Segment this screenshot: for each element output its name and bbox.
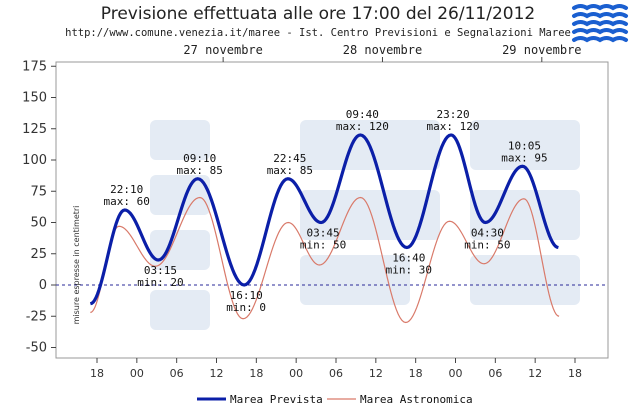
legend-label-marea-prevista: Marea Prevista [230,393,323,406]
annotation-value: max: 60 [104,195,150,208]
chart-axes: -50 -25 0 25 50 75 100 125 150 175 18 00 06 12 18 00 06 1… [22,43,608,380]
x-tick-label: 18 [249,367,263,380]
watermark-block [150,290,210,330]
y-tick-label: 25 [30,247,47,262]
y-tick-label: 0 [39,278,47,293]
y-tick-label: 175 [22,59,47,74]
annotation-value: min: 50 [464,239,510,252]
watermark-block [300,255,410,305]
waves-logo-icon [572,4,628,46]
y-tick-label: 150 [22,91,47,106]
annotation-time: 09:10 [183,152,216,165]
y-tick-label: 75 [30,184,47,199]
x-tick-label: 18 [409,367,423,380]
x-tick-label: 06 [488,367,502,380]
annotation-time: 03:15 [144,264,177,277]
watermark-block [470,120,580,170]
annotation-time: 03:45 [307,227,340,240]
x-tick-label: 00 [289,367,303,380]
annotation-value: min: 0 [226,301,266,314]
series-line-marea-astronomica [90,196,560,324]
annotation-value: min: 20 [137,276,183,289]
watermark-block [150,175,210,215]
annotation-value: min: 30 [386,264,432,277]
y-tick-label: 50 [30,216,47,231]
day-label: 28 novembre [343,43,422,57]
annotation-time: 10:05 [508,139,541,152]
annotation-time: 22:45 [273,152,306,165]
annotation-time: 09:40 [346,108,379,121]
day-label: 29 novembre [502,43,581,57]
x-tick-label: 12 [528,367,542,380]
watermark [150,120,580,330]
x-tick-label: 12 [210,367,224,380]
legend-label-marea-astronomica: Marea Astronomica [360,393,473,406]
chart-series [89,133,560,324]
annotation-time: 23:20 [436,108,469,121]
y-tick-label: -50 [26,341,47,356]
y-tick-label: 125 [22,122,47,137]
annotation-value: max: 85 [177,164,223,177]
chart-subtitle: http://www.comune.venezia.it/maree - Ist… [65,27,571,39]
x-tick-label: 18 [90,367,104,380]
watermark-block [470,190,580,240]
logo-wave [572,4,628,11]
y-tick-label: -25 [26,309,47,324]
y-axis-label: misure espresse in centimetri [72,206,81,325]
annotation-value: max: 120 [427,120,480,133]
x-tick-label: 18 [568,367,582,380]
y-tick-label: 100 [22,153,47,168]
annotation-value: max: 95 [501,151,547,164]
x-tick-label: 06 [329,367,343,380]
watermark-block [150,230,210,270]
annotation-time: 04:30 [471,227,504,240]
logo-wave [572,20,628,27]
annotation-time: 22:10 [110,183,143,196]
annotation-value: min: 50 [300,239,346,252]
annotation-time: 16:10 [230,289,263,302]
day-label: 27 novembre [183,43,262,57]
x-tick-label: 06 [170,367,184,380]
logo-wave [572,28,628,35]
annotation-time: 16:40 [392,252,425,265]
logo-wave [572,36,628,43]
logo-wave [572,12,628,19]
watermark-block [150,120,210,160]
annotation-value: max: 120 [336,120,389,133]
series-line-marea-prevista [89,133,559,306]
x-tick-label: 00 [449,367,463,380]
x-tick-label: 12 [369,367,383,380]
chart-title: Previsione effettuata alle ore 17:00 del… [101,4,535,24]
annotation-value: max: 85 [267,164,313,177]
x-tick-label: 00 [130,367,144,380]
watermark-block [470,255,580,305]
chart-legend: Marea Prevista Marea Astronomica [197,393,473,406]
